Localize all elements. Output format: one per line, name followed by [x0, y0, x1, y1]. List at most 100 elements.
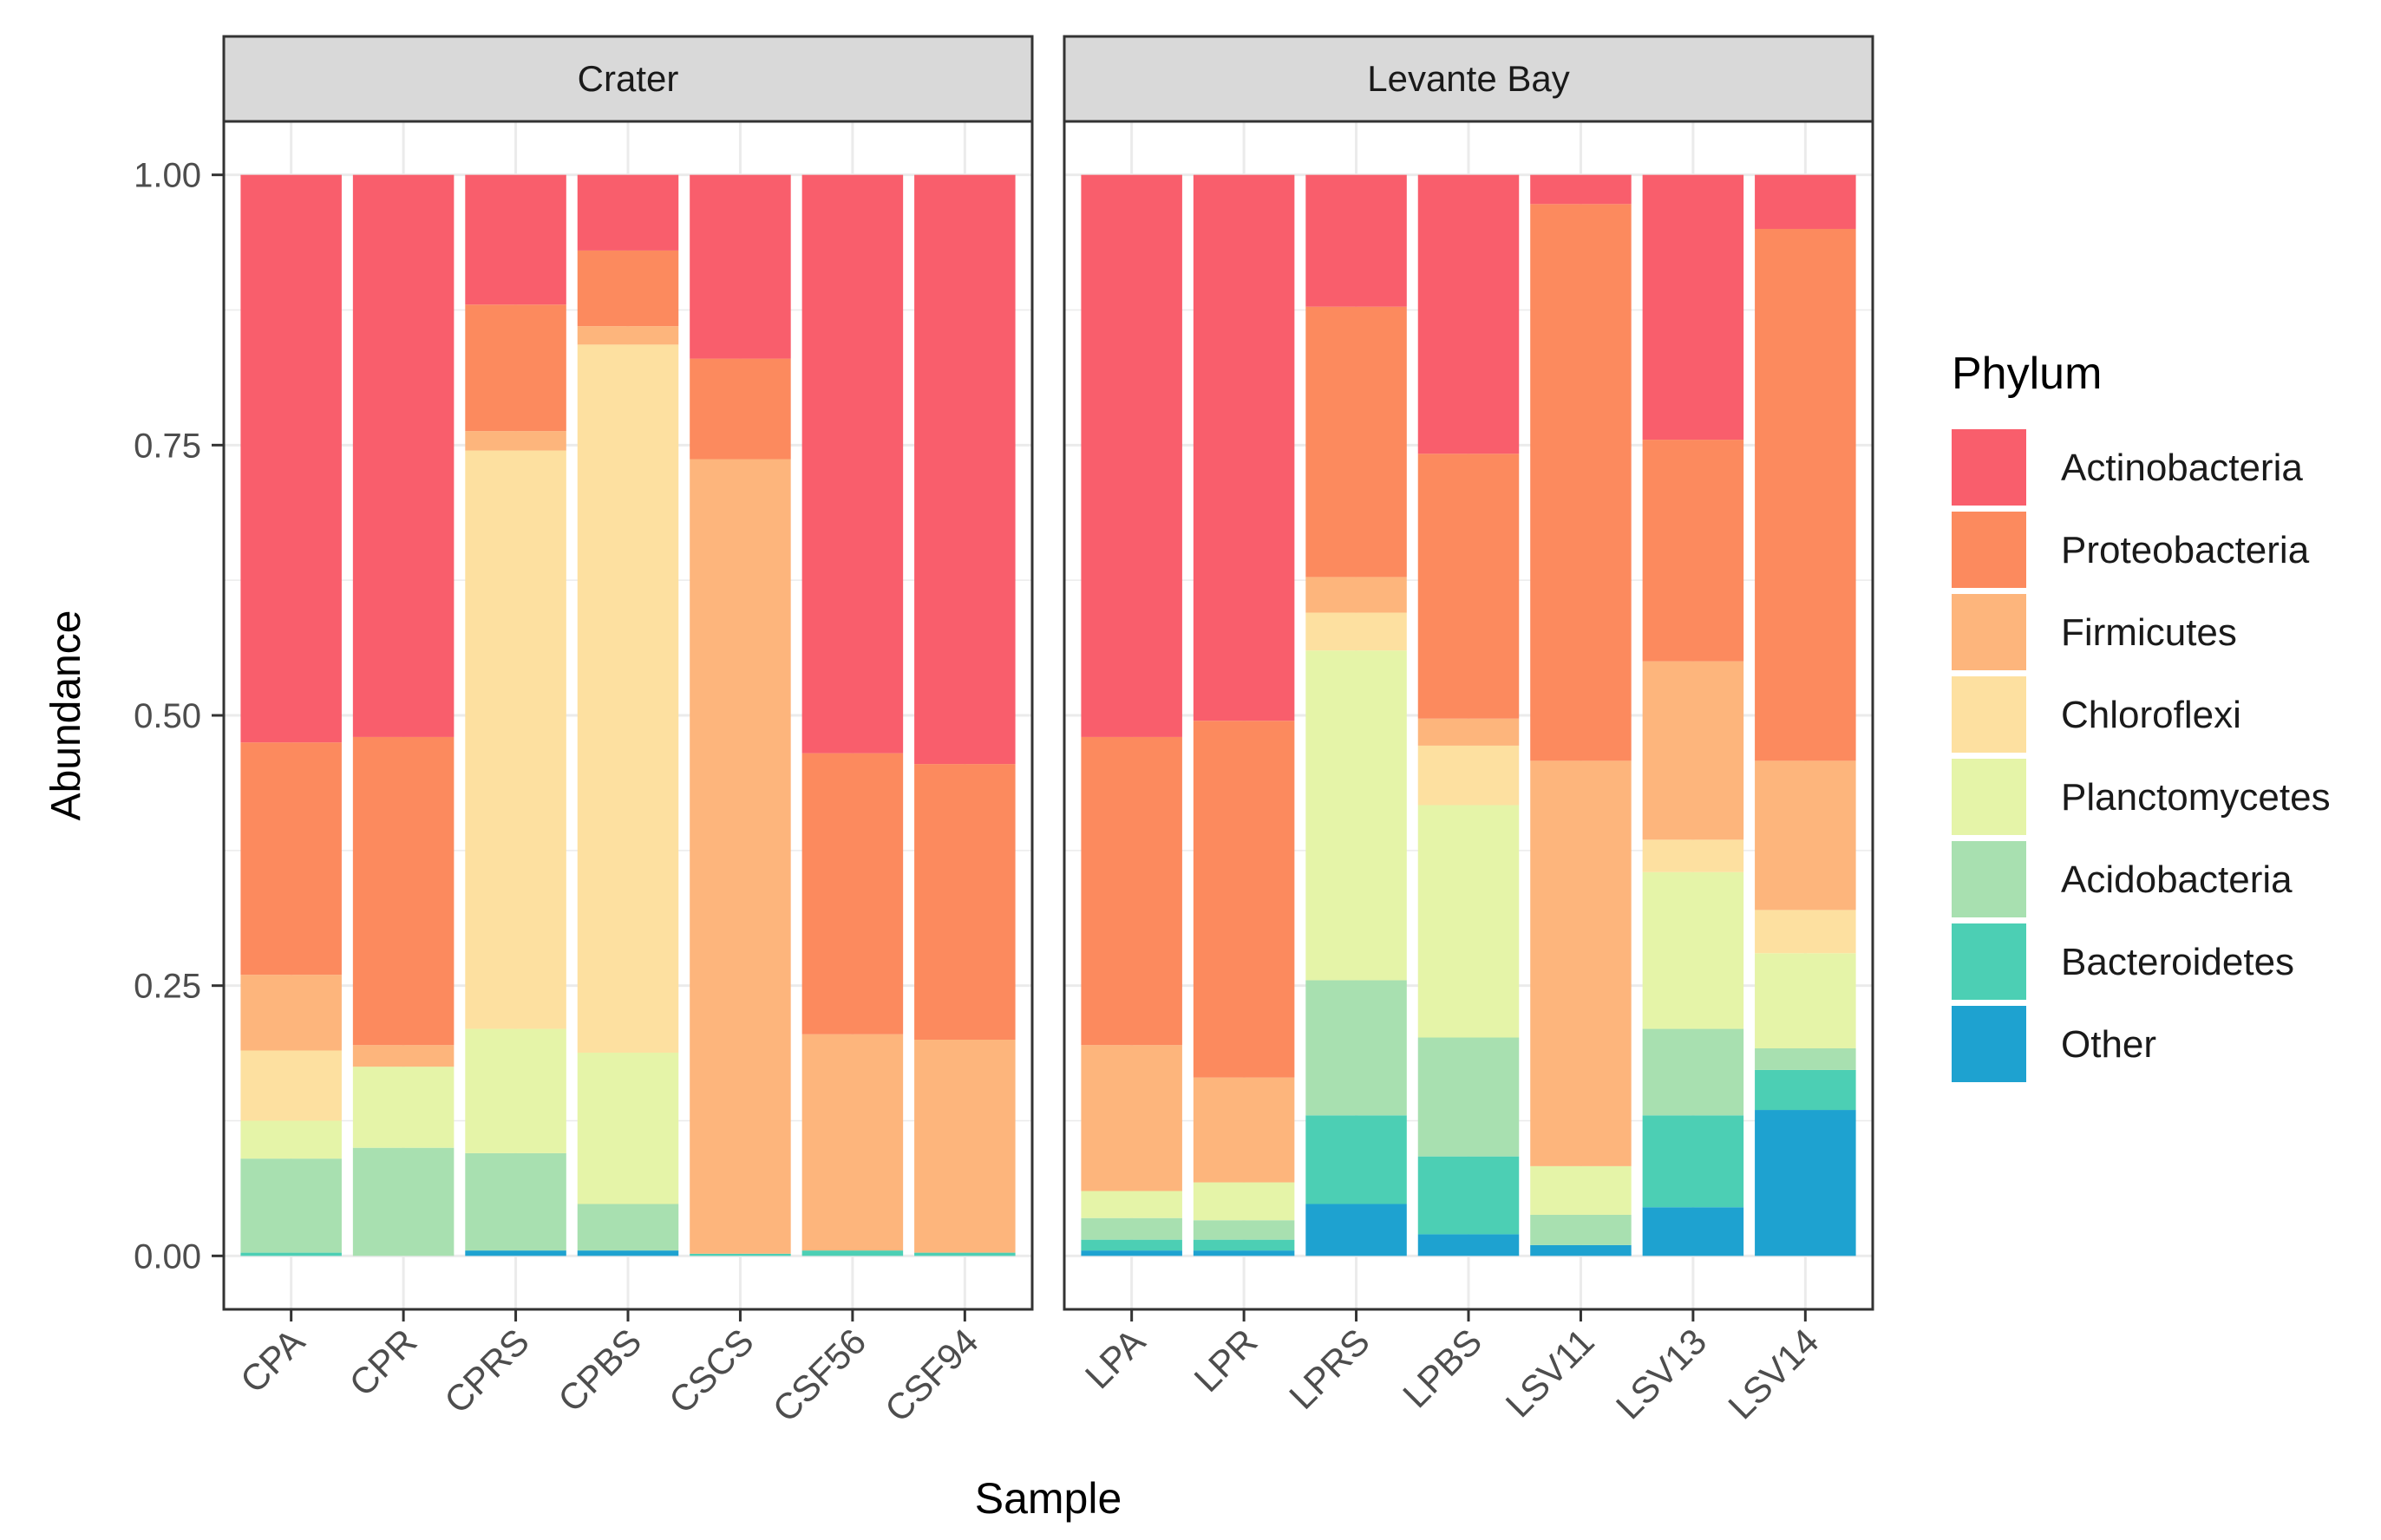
bars — [240, 174, 1016, 1256]
legend-swatch — [1952, 676, 2026, 753]
legend-label: Actinobacteria — [2061, 447, 2303, 489]
bar-cpbs-chloroflexi — [577, 344, 679, 1053]
legend-swatch — [1952, 512, 2026, 588]
bar-lprs-actinobacteria — [1305, 174, 1407, 307]
y-tick-label: 0.00 — [134, 1237, 201, 1276]
panel-title: Levante Bay — [1367, 58, 1570, 99]
bars — [1081, 174, 1856, 1256]
legend-swatch — [1952, 923, 2026, 1000]
legend-swatch — [1952, 841, 2026, 917]
y-tick-label: 0.25 — [134, 968, 201, 1006]
bar-lsv11-planctomycetes — [1530, 1165, 1632, 1215]
legend-swatch — [1952, 1006, 2026, 1082]
bar-csf56-firmicutes — [801, 1034, 904, 1251]
legend-item-chloroflexi: Chloroflexi — [1952, 676, 2241, 753]
bar-cpr-acidobacteria — [352, 1147, 455, 1256]
x-tick-label: LPA — [1077, 1321, 1153, 1396]
bar-lpbs-planctomycetes — [1417, 805, 1520, 1038]
legend-swatch — [1952, 429, 2026, 506]
bar-lsv11-proteobacteria — [1530, 204, 1632, 761]
bar-lsv14-other — [1755, 1110, 1856, 1256]
legend-item-proteobacteria: Proteobacteria — [1952, 512, 2310, 588]
legend-layer: Phylum Actinobacteria Proteobacteria Firmic… — [1952, 349, 2331, 1082]
bar-lpbs-firmicutes — [1417, 718, 1520, 746]
bar-cpa-actinobacteria — [240, 174, 342, 743]
bar-csf94-actinobacteria — [914, 174, 1016, 765]
bar-lprs-bacteroidetes — [1305, 1115, 1407, 1204]
bar-lpr-other — [1193, 1250, 1295, 1256]
bar-lprs-other — [1305, 1204, 1407, 1256]
bar-lpr-acidobacteria — [1193, 1220, 1295, 1240]
bar-lsv13-other — [1642, 1207, 1744, 1256]
bar-lprs-acidobacteria — [1305, 980, 1407, 1116]
bar-cpbs-proteobacteria — [577, 250, 679, 327]
bar-lpr-actinobacteria — [1193, 174, 1295, 721]
bar-cpa-planctomycetes — [240, 1120, 342, 1159]
legend-item-actinobacteria: Actinobacteria — [1952, 429, 2303, 506]
bar-cprs-planctomycetes — [465, 1028, 566, 1153]
legend-label: Acidobacteria — [2061, 858, 2293, 901]
bar-cprs-proteobacteria — [465, 304, 566, 432]
bar-lsv13-acidobacteria — [1642, 1028, 1744, 1116]
bar-lpr-firmicutes — [1193, 1077, 1295, 1183]
y-axis: 0.00 0.25 0.50 0.75 1.00 — [134, 157, 224, 1276]
bar-cpbs-actinobacteria — [577, 174, 679, 251]
bar-cpbs-firmicutes — [577, 326, 679, 345]
bar-lpa-acidobacteria — [1081, 1217, 1182, 1240]
bar-lsv11-firmicutes — [1530, 760, 1632, 1166]
legend-swatch — [1952, 759, 2026, 835]
bar-lsv14-bacteroidetes — [1755, 1069, 1856, 1111]
x-axis: LPA LPR LPRS LPBS LSV11 LSV13 LSV14 — [1077, 1309, 1827, 1427]
bar-cprs-acidobacteria — [465, 1152, 566, 1251]
bar-lpr-proteobacteria — [1193, 721, 1295, 1078]
bar-cscs-firmicutes — [690, 459, 791, 1254]
bar-lpbs-chloroflexi — [1417, 745, 1520, 806]
legend-item-acidobacteria: Acidobacteria — [1952, 841, 2293, 917]
x-tick-label: CSF56 — [765, 1321, 874, 1430]
panel-strip — [222, 35, 1034, 123]
x-axis-title: Sample — [975, 1474, 1122, 1523]
x-tick-label: CSCS — [661, 1321, 762, 1421]
bar-lpbs-acidobacteria — [1417, 1037, 1520, 1157]
bar-cpr-actinobacteria — [352, 174, 455, 737]
legend-item-firmicutes: Firmicutes — [1952, 594, 2237, 670]
bar-lsv11-acidobacteria — [1530, 1214, 1632, 1245]
y-tick-label: 1.00 — [134, 157, 201, 195]
bar-cprs-actinobacteria — [465, 174, 566, 305]
bar-csf94-firmicutes — [914, 1040, 1016, 1253]
bar-cpr-proteobacteria — [352, 736, 455, 1046]
panel-crater: Crater CPA CPR CPRS CPBS CSCS CSF56 CSF94 — [222, 35, 1034, 1430]
bar-lprs-chloroflexi — [1305, 612, 1407, 651]
bar-cpbs-other — [577, 1250, 679, 1256]
legend-label: Planctomycetes — [2061, 776, 2331, 819]
bar-lsv13-firmicutes — [1642, 661, 1744, 840]
bar-lsv14-actinobacteria — [1755, 174, 1856, 229]
bar-lsv13-bacteroidetes — [1642, 1115, 1744, 1208]
bar-lpa-other — [1081, 1250, 1182, 1256]
axis-layer: 0.00 0.25 0.50 0.75 1.00 Abundance Sample — [43, 157, 1122, 1523]
bar-cpr-firmicutes — [352, 1045, 455, 1067]
x-tick-label: LPRS — [1281, 1321, 1377, 1417]
bar-lpbs-actinobacteria — [1417, 174, 1520, 454]
legend-item-planctomycetes: Planctomycetes — [1952, 759, 2331, 835]
bar-lsv13-actinobacteria — [1642, 174, 1744, 440]
bar-cpr-planctomycetes — [352, 1067, 455, 1148]
bar-lsv13-proteobacteria — [1642, 440, 1744, 662]
legend-label: Bacteroidetes — [2061, 941, 2294, 983]
x-tick-label: CPRS — [436, 1321, 537, 1421]
bar-lpbs-bacteroidetes — [1417, 1156, 1520, 1235]
y-tick-label: 0.75 — [134, 427, 201, 465]
x-tick-label: CPA — [232, 1321, 312, 1400]
bar-lsv11-actinobacteria — [1530, 174, 1632, 205]
bar-lsv14-chloroflexi — [1755, 910, 1856, 954]
bar-lpbs-proteobacteria — [1417, 454, 1520, 719]
bar-csf56-actinobacteria — [801, 174, 904, 754]
x-tick-label: LSV14 — [1720, 1321, 1826, 1426]
bar-cpa-firmicutes — [240, 975, 342, 1051]
legend-label: Proteobacteria — [2061, 529, 2310, 571]
panel-levante-bay: Levante Bay LPA LPR LPRS LPBS LSV11 LSV13 LSV14 — [1063, 35, 1874, 1427]
bar-lsv13-planctomycetes — [1642, 871, 1744, 1029]
panel-strip — [1063, 35, 1874, 123]
